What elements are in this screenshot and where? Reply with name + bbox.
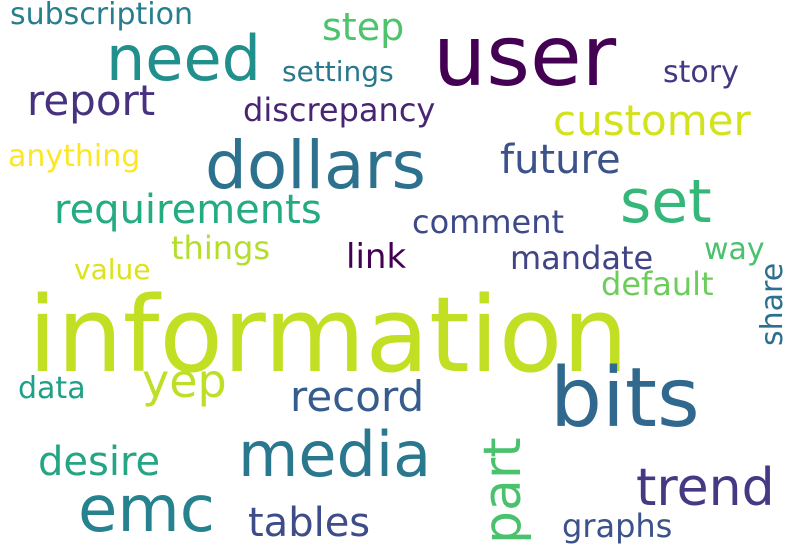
word-record: record [290,372,425,421]
word-things: things [171,229,270,267]
word-share: share [755,262,790,346]
word-mandate: mandate [510,239,654,277]
word-anything: anything [8,139,141,174]
word-bits: bits [550,351,700,446]
word-trend: trend [636,458,775,518]
word-yep: yep [142,354,227,408]
word-need: need [106,22,261,95]
word-dollars: dollars [205,127,426,204]
word-data: data [18,371,86,406]
word-report: report [27,76,156,125]
word-default: default [601,265,714,303]
word-value: value [74,253,151,286]
word-set: set [620,167,712,237]
word-story: story [663,55,739,90]
word-user: user [433,7,617,105]
word-information: information [28,274,629,396]
word-graphs: graphs [562,507,673,545]
word-media: media [238,418,432,491]
word-tables: tables [248,500,371,546]
word-part: part [473,437,533,544]
word-step: step [322,5,405,49]
word-requirements: requirements [54,187,322,233]
word-discrepancy: discrepancy [243,91,436,129]
word-settings: settings [282,55,394,88]
word-subscription: subscription [10,0,193,32]
word-way: way [704,232,765,267]
word-customer: customer [553,96,751,145]
word-future: future [500,137,621,183]
word-desire: desire [38,439,161,485]
word-emc: emc [78,473,215,547]
word-link: link [346,237,407,277]
word-comment: comment [412,203,565,241]
